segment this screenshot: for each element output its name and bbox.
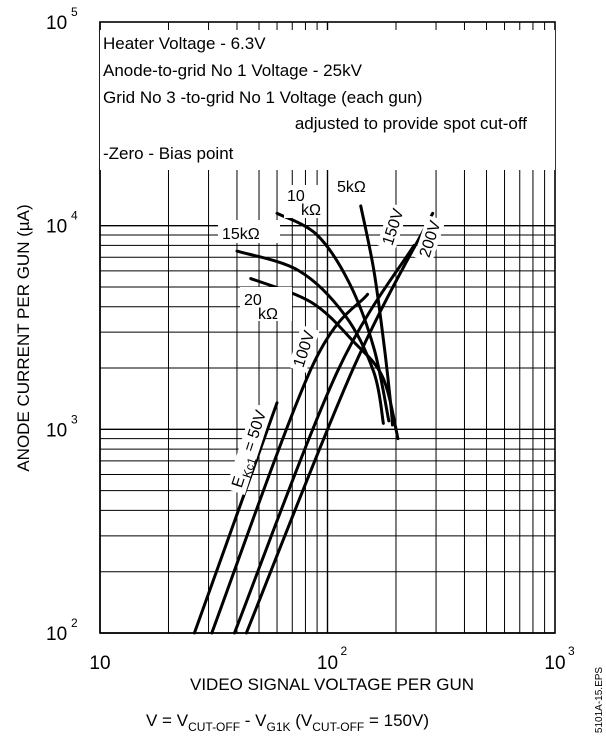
formula-v: V = V (146, 711, 189, 730)
y-tick-label-2: 10 4 (46, 209, 78, 238)
note-grid: Grid No 3 -to-grid No 1 Voltage (each gu… (103, 88, 422, 107)
notes-mask (100, 30, 555, 170)
plot-frame (99, 21, 556, 634)
drive-curve-2 (232, 243, 416, 635)
load-curve-2 (235, 249, 385, 425)
curve-labels: E Kc1 = 50V 100V 150V 200V 5kΩ 10 kΩ 15k… (218, 174, 446, 495)
svg-text:V = VCUT-OFF - VG1K (VCUT-OFF: V = VCUT-OFF - VG1K (VCUT-OFF = 150V) (146, 711, 429, 734)
drive-curve-1 (210, 292, 370, 635)
label-20k-unit: kΩ (258, 306, 278, 323)
svg-text:10: 10 (46, 217, 67, 238)
label-5k-text: 5kΩ (337, 179, 366, 196)
y-axis-title: ANODE CURRENT PER GUN (µA) (14, 204, 33, 471)
label-15k: 15kΩ (218, 220, 280, 243)
note-adjusted: adjusted to provide spot cut-off (295, 114, 527, 133)
y-tick-label-0: 10 2 (46, 616, 78, 645)
label-150v-text: 150V (380, 207, 408, 248)
label-15k-text: 15kΩ (222, 226, 260, 243)
svg-text:10: 10 (317, 653, 338, 674)
svg-text:3: 3 (71, 412, 78, 426)
formula-paren-sub: CUT-OFF (312, 720, 364, 734)
svg-text:4: 4 (71, 209, 78, 223)
label-10k-unit: kΩ (301, 202, 321, 219)
label-5k: 5kΩ (336, 174, 380, 196)
label-20k: 20 kΩ (240, 287, 292, 323)
note-zero-bias: -Zero - Bias point (103, 144, 234, 163)
svg-text:10: 10 (544, 653, 565, 674)
formula-minus: - V (240, 711, 267, 730)
load-curve-1 (275, 211, 391, 423)
label-10k: 10 kΩ (284, 185, 326, 219)
note-heater: Heater Voltage - 6.3V (103, 34, 266, 53)
svg-text:10: 10 (46, 624, 67, 645)
label-50v-e: E (229, 474, 248, 489)
x-tick-label-2: 103 (544, 644, 575, 674)
svg-text:5: 5 (71, 5, 78, 19)
label-10k-num: 10 (287, 188, 305, 205)
drive-curve-0 (192, 401, 279, 635)
svg-text:2: 2 (71, 616, 78, 630)
note-anode: Anode-to-grid No 1 Voltage - 25kV (103, 61, 363, 80)
x-tick-label-1: 102 (317, 644, 348, 674)
figure-id: 5101A-15.EPS (594, 667, 605, 733)
curves (192, 204, 435, 635)
label-200v-text: 200V (417, 219, 445, 260)
label-150v: 150V (376, 203, 409, 251)
x-axis-formula: V = VCUT-OFF - VG1K (VCUT-OFF = 150V) (146, 711, 429, 734)
formula-g1k-sub: G1K (267, 720, 291, 734)
label-20k-num: 20 (244, 292, 262, 309)
svg-text:3: 3 (568, 644, 575, 658)
label-50v-sub: Kc1 (240, 455, 260, 479)
formula-paren-open: (V (291, 711, 313, 730)
formula-paren-close: = 150V) (364, 711, 429, 730)
x-axis-title: VIDEO SIGNAL VOLTAGE PER GUN (190, 675, 474, 694)
svg-text:2: 2 (341, 644, 348, 658)
svg-text:10: 10 (46, 420, 67, 441)
x-tick-label-0: 10 (89, 653, 110, 674)
legend-notes: Heater Voltage - 6.3V Anode-to-grid No 1… (100, 30, 555, 170)
svg-text:10: 10 (89, 653, 110, 674)
y-tick-label-3: 10 5 (46, 5, 78, 34)
y-tick-label-1: 10 3 (46, 412, 78, 441)
formula-cutoff-sub: CUT-OFF (188, 720, 240, 734)
svg-text:10: 10 (46, 13, 67, 34)
drive-curve-3 (244, 211, 435, 635)
label-50v: E Kc1 = 50V (225, 403, 273, 495)
